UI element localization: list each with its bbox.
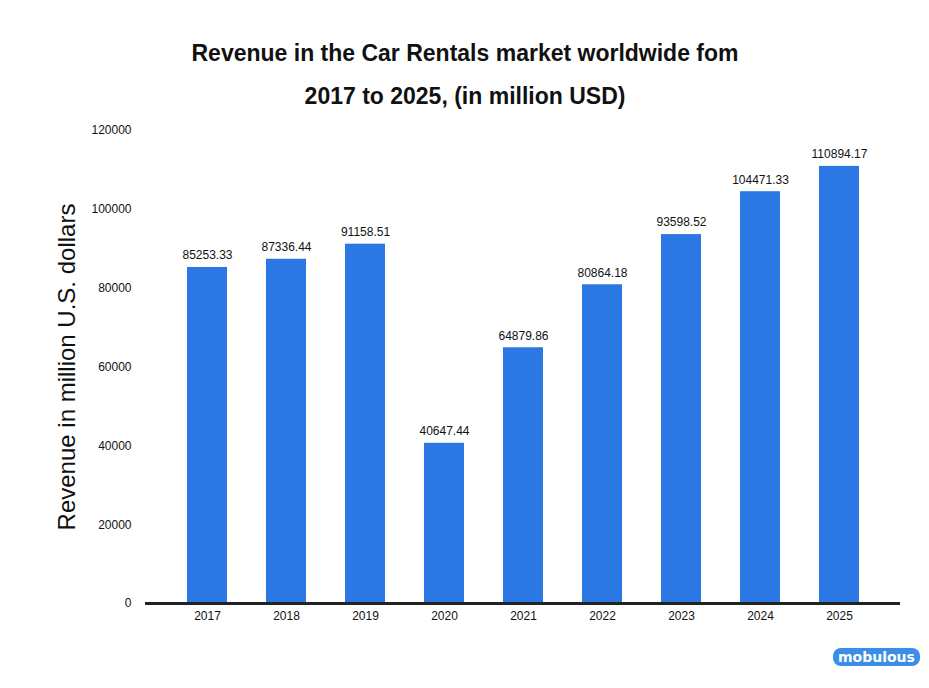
svg-text:104471.33: 104471.33	[732, 173, 789, 187]
svg-text:91158.51: 91158.51	[341, 225, 390, 239]
svg-text:40000: 40000	[98, 439, 132, 453]
html-text:Revenue in the Car Rentals mar: Revenue in the Car Rentals market worldw…	[191, 40, 739, 109]
svg-text:60000: 60000	[98, 360, 132, 374]
svg-text:80000: 80000	[98, 281, 132, 295]
svg-text:2018: 2018	[273, 609, 300, 623]
svg-text:2021: 2021	[510, 609, 537, 623]
svg-text:2020: 2020	[431, 609, 458, 623]
html-text:mobulous: mobulous	[838, 649, 915, 665]
svg-text:Revenue in million U.S. dollar: Revenue in million U.S. dollars	[53, 204, 80, 531]
svg-text:2025: 2025	[826, 609, 853, 623]
svg-text:2017: 2017	[194, 609, 221, 623]
svg-text:2024: 2024	[747, 609, 774, 623]
svg-text:85253.33: 85253.33	[182, 248, 232, 262]
svg-text:20000: 20000	[98, 518, 132, 532]
svg-text:80864.18: 80864.18	[577, 266, 627, 280]
svg-text:2019: 2019	[352, 609, 379, 623]
svg-text:0: 0	[125, 596, 132, 610]
svg-text:87336.44: 87336.44	[261, 240, 311, 254]
svg-text:120000: 120000	[91, 123, 131, 137]
svg-text:64879.86: 64879.86	[498, 329, 548, 343]
svg-text:100000: 100000	[91, 202, 131, 216]
svg-text:93598.52: 93598.52	[656, 215, 706, 229]
svg-text:110894.17: 110894.17	[812, 147, 868, 161]
svg-text:2023: 2023	[668, 609, 695, 623]
svg-text:2022: 2022	[589, 609, 616, 623]
svg-text:40647.44: 40647.44	[419, 424, 469, 438]
